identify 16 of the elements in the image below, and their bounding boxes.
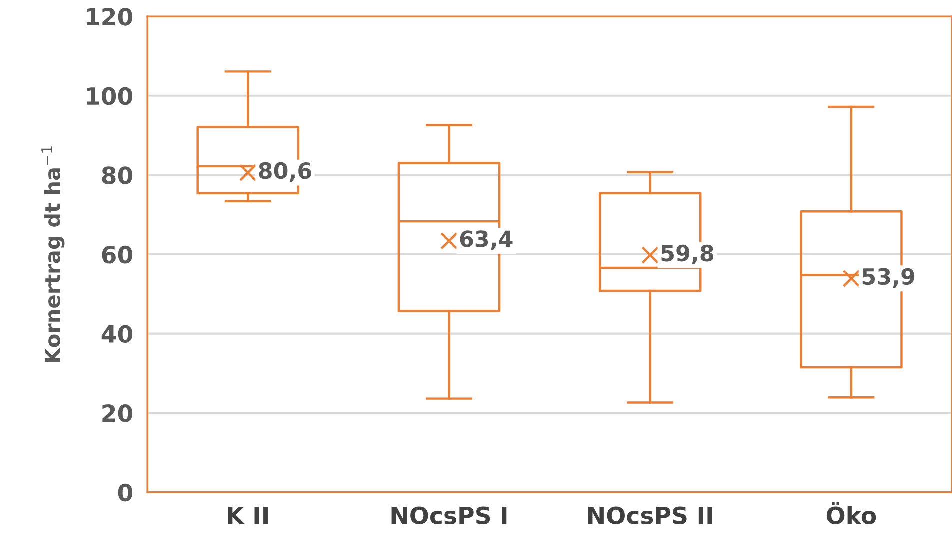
- y-tick-label: 80: [102, 166, 133, 184]
- y-tick-label: 40: [102, 325, 133, 344]
- y-tick-label: 0: [118, 484, 133, 502]
- annotation: 63,4: [460, 230, 513, 250]
- x-tick-label: Öko: [826, 502, 876, 525]
- x-tick-label: K II: [228, 507, 268, 524]
- annotation: 59,8: [662, 244, 714, 265]
- annotation: 53,9: [862, 268, 915, 288]
- y-tick-label: 100: [87, 87, 133, 106]
- y-tick-label: 120: [87, 8, 133, 26]
- y-axis-title: Kornertrag dt ha$^{−1}$: [42, 146, 65, 362]
- y-tick-label: 20: [102, 404, 133, 422]
- x-tick-label: NOcsPS I: [392, 506, 507, 525]
- y-tick-label: 60: [102, 246, 133, 264]
- annotation: 80,6: [259, 162, 312, 182]
- x-tick-label: NOcsPS II: [588, 506, 712, 525]
